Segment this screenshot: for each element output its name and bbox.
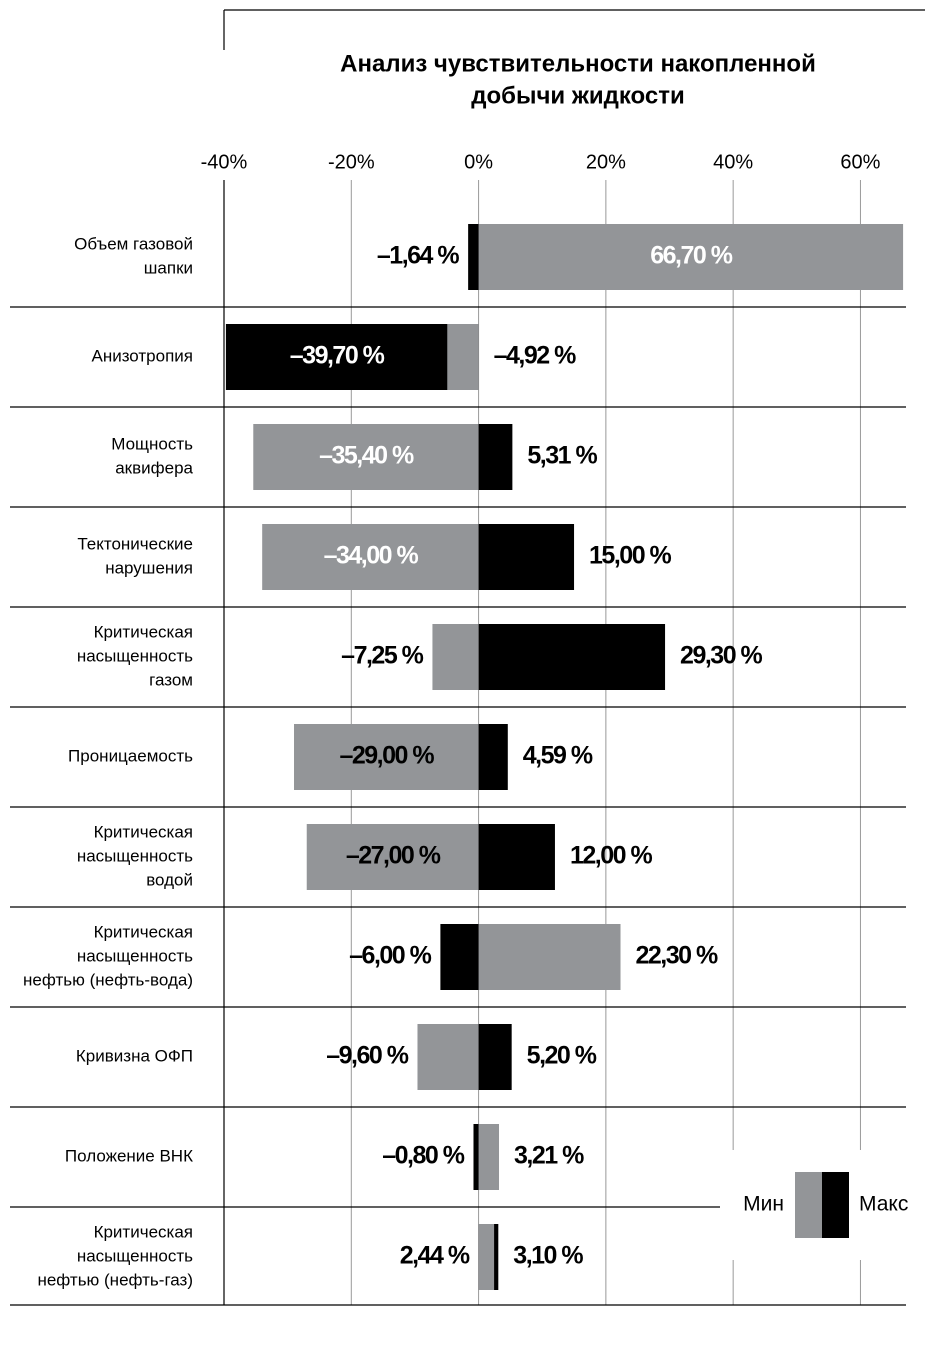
bar <box>478 524 575 590</box>
category-label: Анизотропия <box>91 346 193 365</box>
x-tick-label: 60% <box>840 151 880 173</box>
value-label: 22,30 % <box>636 942 719 970</box>
bar <box>478 1124 500 1190</box>
bar <box>447 324 479 390</box>
bar <box>478 624 666 690</box>
value-label: –29,00 % <box>339 742 434 770</box>
value-label: 15,00 % <box>589 542 672 570</box>
category-label: насыщенность <box>77 1246 193 1265</box>
legend-swatch <box>795 1172 822 1238</box>
chart-title: Анализ чувствительности накопленной <box>340 50 816 77</box>
bar <box>478 824 555 890</box>
value-label: –6,00 % <box>349 942 432 970</box>
bar <box>225 324 479 390</box>
value-label: 3,21 % <box>514 1142 584 1170</box>
category-label: газом <box>149 670 193 689</box>
category-label: Проницаемость <box>68 746 193 765</box>
category-label: Критическая <box>94 822 193 841</box>
category-label: Критическая <box>94 1222 193 1241</box>
value-label: –35,40 % <box>319 442 414 470</box>
category-label: Критическая <box>94 922 193 941</box>
category-label: нефтью (нефть-вода) <box>23 970 193 989</box>
category-label: насыщенность <box>77 646 193 665</box>
bar <box>294 724 479 790</box>
category-label: нефтью (нефть-газ) <box>37 1270 193 1289</box>
category-label: Критическая <box>94 622 193 641</box>
bar <box>478 1024 512 1090</box>
bar <box>417 1024 479 1090</box>
category-label: аквифера <box>115 458 193 477</box>
x-tick-label: -20% <box>328 151 375 173</box>
value-label: 2,44 % <box>400 1242 470 1270</box>
bar <box>253 424 479 490</box>
value-label: 4,59 % <box>523 742 593 770</box>
legend-label: Мин <box>743 1193 784 1216</box>
category-label: водой <box>146 870 193 889</box>
bar <box>440 924 479 990</box>
x-tick-label: 40% <box>713 151 753 173</box>
bar <box>478 924 621 990</box>
value-label: –27,00 % <box>346 842 441 870</box>
bar <box>306 824 479 890</box>
value-label: 66,70 % <box>650 242 733 270</box>
value-label: –7,25 % <box>341 642 424 670</box>
bar <box>478 424 513 490</box>
value-label: 5,20 % <box>527 1042 597 1070</box>
category-label: насыщенность <box>77 846 193 865</box>
legend-label: Макс <box>859 1193 908 1216</box>
value-label: –0,80 % <box>382 1142 465 1170</box>
value-label: 3,10 % <box>513 1242 583 1270</box>
bar <box>478 724 508 790</box>
bar <box>473 1124 479 1190</box>
category-label: Мощность <box>111 434 193 453</box>
x-tick-label: 0% <box>464 151 493 173</box>
category-label: насыщенность <box>77 946 193 965</box>
bar <box>478 224 904 290</box>
category-label: Кривизна ОФП <box>76 1046 193 1065</box>
value-label: –9,60 % <box>326 1042 409 1070</box>
bar <box>432 624 479 690</box>
value-label: –1,64 % <box>377 242 460 270</box>
category-label: Тектонические <box>77 534 193 553</box>
category-label: Положение ВНК <box>65 1146 193 1165</box>
category-label: Объем газовой <box>74 234 193 253</box>
value-label: –34,00 % <box>324 542 419 570</box>
category-label: нарушения <box>105 558 193 577</box>
value-label: 5,31 % <box>527 442 597 470</box>
bar <box>262 524 479 590</box>
chart-title: добычи жидкости <box>471 82 684 109</box>
category-label: шапки <box>144 258 193 277</box>
value-label: –4,92 % <box>494 342 577 370</box>
x-tick-label: 20% <box>586 151 626 173</box>
value-label: 12,00 % <box>570 842 653 870</box>
legend-swatch <box>822 1172 849 1238</box>
bar <box>478 1224 495 1290</box>
value-label: 29,30 % <box>680 642 763 670</box>
x-tick-label: -40% <box>201 151 248 173</box>
bar <box>468 224 479 290</box>
value-label: –39,70 % <box>290 342 385 370</box>
